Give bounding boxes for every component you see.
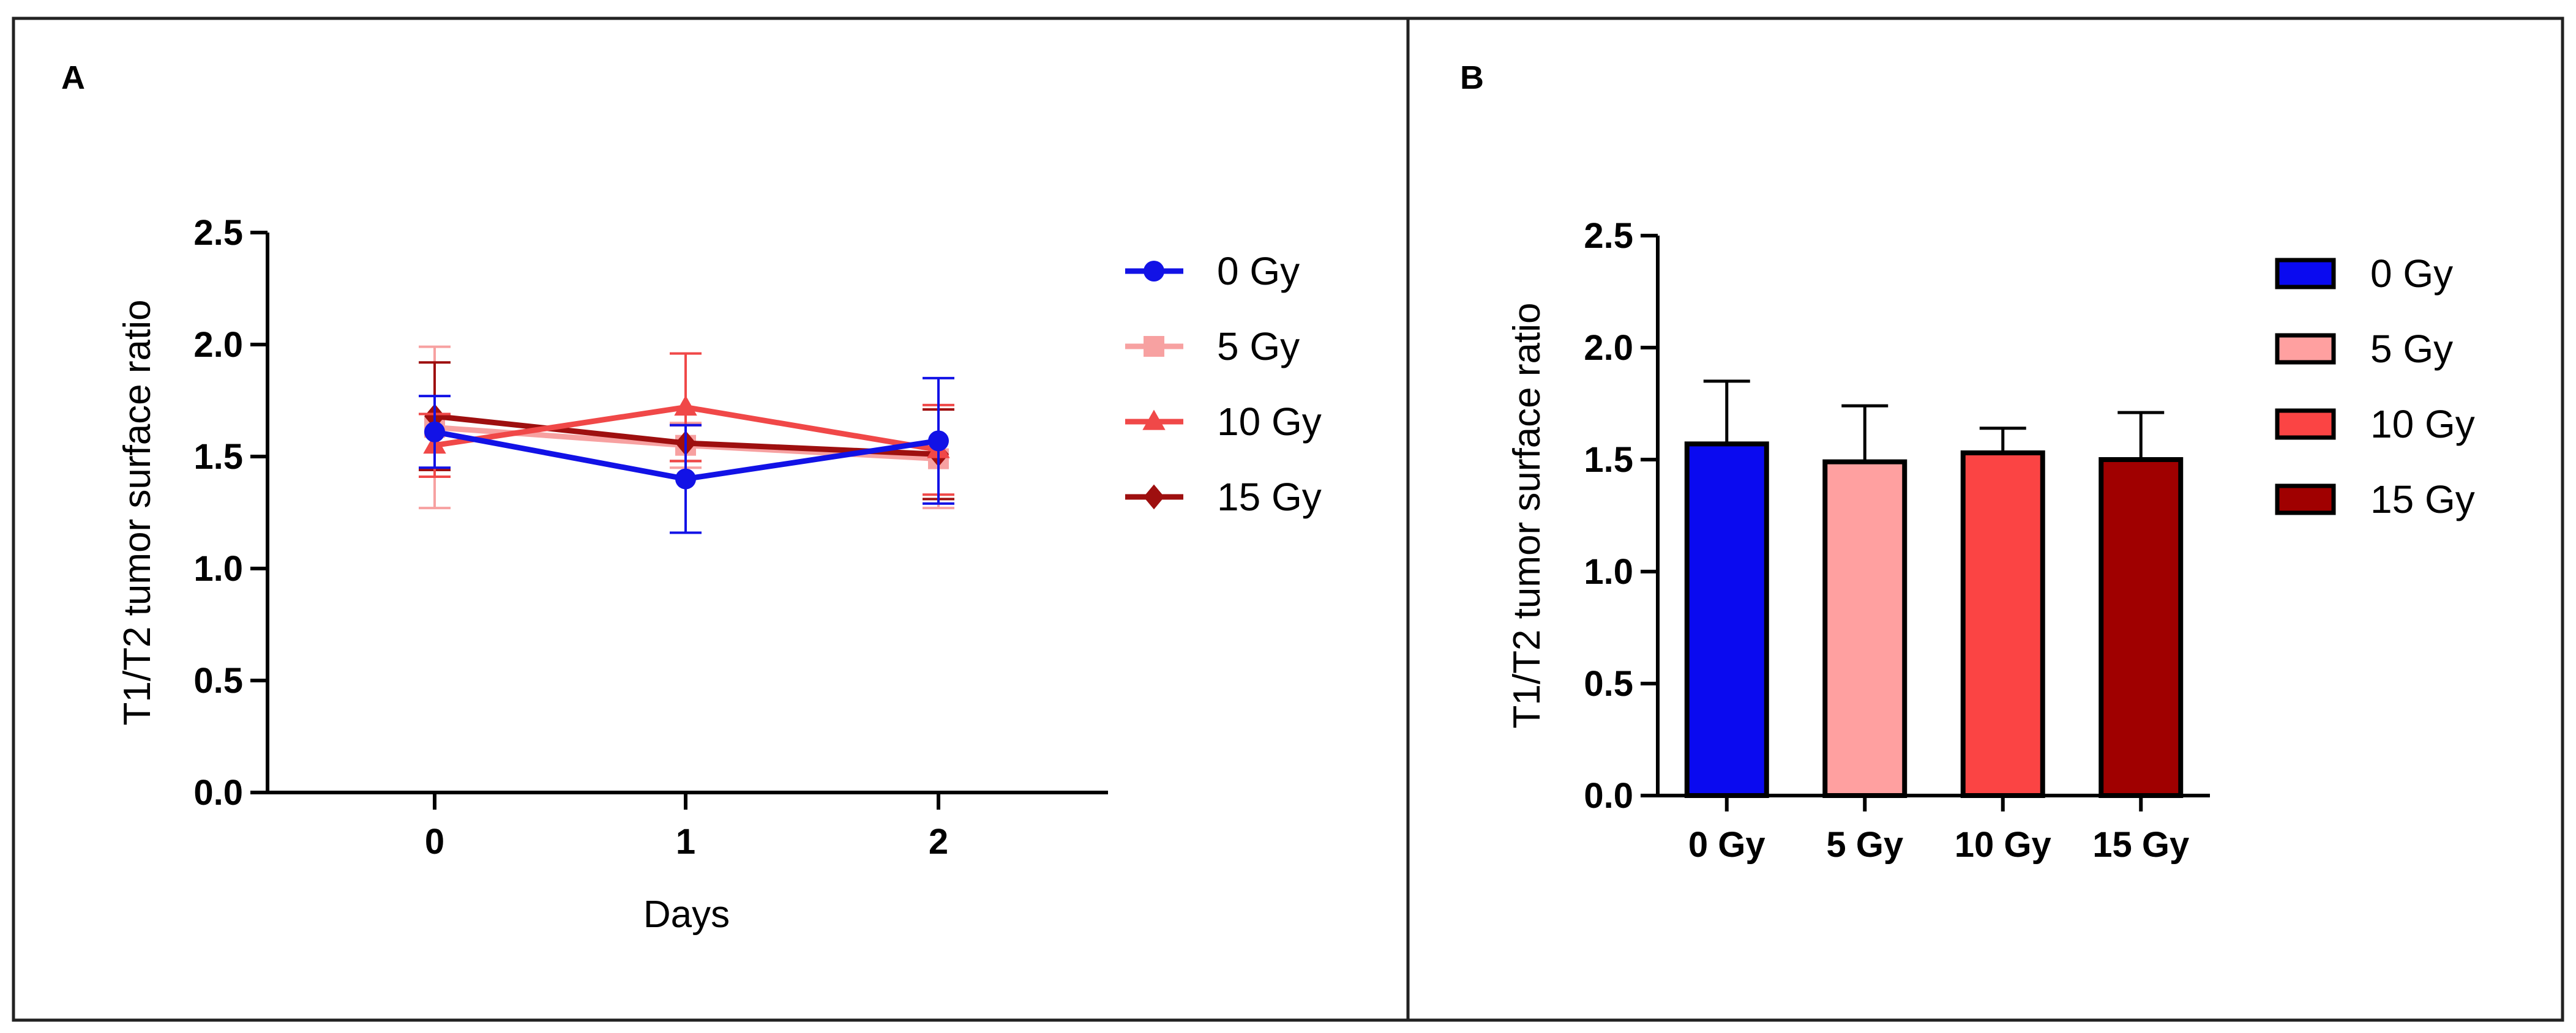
panel-b-legend-label: 15 Gy	[2370, 477, 2475, 521]
panel-a-series-0-gy	[419, 376, 954, 534]
panel-a-y-tick-label: 0.0	[193, 773, 243, 813]
panel-b-x-ticks: 0 Gy 5 Gy 10 Gy 15 Gy	[1688, 796, 2189, 865]
panel-b-legend-label: 0 Gy	[2370, 252, 2453, 296]
bar-rect	[1822, 459, 1908, 798]
panel-a-y-tick-label: 1.5	[193, 437, 243, 477]
legend-swatch-marker	[1142, 409, 1166, 430]
panel-b-y-tick-label: 1.0	[1584, 552, 1633, 592]
panel-a-legend-label: 5 Gy	[1217, 324, 1300, 368]
panel-a-y-tick-label: 0.5	[193, 661, 243, 701]
panel-b-y-tick-label: 1.5	[1584, 440, 1633, 480]
legend-swatch-marker	[1144, 336, 1164, 357]
panel-a-legend: 0 Gy 5 Gy 10 Gy 15 Gy	[1125, 249, 1322, 519]
panel-b-y-tick-label: 2.5	[1584, 216, 1633, 256]
panel-b-legend: 0 Gy 5 Gy 10 Gy 15 Gy	[2275, 252, 2475, 521]
panel-b-frame	[1406, 17, 2564, 1022]
panel-a-y-axis-title: T1/T2 tumor surface ratio	[116, 299, 159, 725]
panel-b-y-axis-title: T1/T2 tumor surface ratio	[1506, 302, 1548, 728]
panel-b-y-tick-label: 0.0	[1584, 776, 1633, 816]
panel-a-y-ticks: 0.0 0.5 1.0 1.5 2.0 2.5	[193, 213, 268, 813]
panel-b-x-tick-label: 15 Gy	[2092, 825, 2189, 865]
panel-b-legend-item: 10 Gy	[2275, 402, 2475, 446]
panel-a-legend-item: 5 Gy	[1125, 324, 1300, 368]
panel-b-bars	[1684, 379, 2184, 798]
panel-a-x-tick-label: 1	[676, 822, 695, 862]
panel-b-y-tick-label: 2.0	[1584, 328, 1633, 368]
panel-a-y-tick-label: 2.5	[193, 213, 243, 253]
panel-a-y-tick-label: 1.0	[193, 549, 243, 589]
bar-5-gy	[1822, 404, 1908, 798]
panel-b-x-tick-label: 0 Gy	[1688, 825, 1765, 865]
panel-a-legend-item: 10 Gy	[1125, 400, 1322, 444]
panel-a-letter: A	[61, 59, 85, 96]
data-point	[674, 395, 697, 416]
legend-swatch	[2275, 333, 2336, 365]
panel-b-letter: B	[1460, 59, 1484, 96]
legend-swatch	[2275, 483, 2336, 515]
panel-b-x-tick-label: 10 Gy	[1955, 825, 2051, 865]
legend-swatch	[2275, 258, 2336, 289]
bar-10-gy	[1960, 427, 2045, 798]
data-point	[928, 430, 949, 452]
legend-swatch-marker	[1144, 261, 1164, 282]
panel-b-bar-chart: 0.0 0.5 1.0 1.5 2.0 2.5 0 Gy 5 Gy 10 Gy 15 Gy T1…	[1506, 216, 2475, 865]
panel-a-x-tick-label: 0	[425, 822, 444, 862]
panel-b-legend-item: 0 Gy	[2275, 252, 2453, 296]
panel-b-legend-label: 5 Gy	[2370, 327, 2453, 371]
panel-a-legend-label: 10 Gy	[1217, 400, 1322, 444]
panel-b-legend-label: 10 Gy	[2370, 402, 2475, 446]
panel-a-legend-item: 15 Gy	[1125, 475, 1322, 519]
bar-rect	[1684, 441, 1769, 798]
bar-15-gy	[2099, 411, 2184, 798]
panel-a-series	[419, 345, 954, 534]
panel-a-frame	[12, 17, 1410, 1022]
panel-b-y-ticks: 0.0 0.5 1.0 1.5 2.0 2.5	[1584, 216, 1658, 816]
panel-b-x-tick-label: 5 Gy	[1826, 825, 1903, 865]
bar-rect	[2099, 457, 2184, 798]
panel-a-x-ticks: 0 1 2	[425, 792, 948, 862]
bar-rect	[1960, 450, 2045, 798]
panel-a-legend-item: 0 Gy	[1125, 249, 1300, 293]
data-point	[675, 468, 696, 490]
panel-a-x-tick-label: 2	[929, 822, 948, 862]
panel-b-y-tick-label: 0.5	[1584, 664, 1633, 704]
panel-a-legend-label: 0 Gy	[1217, 249, 1300, 293]
legend-swatch	[2275, 408, 2336, 440]
panel-b-legend-item: 15 Gy	[2275, 477, 2475, 521]
legend-swatch-marker	[1144, 484, 1164, 510]
panel-a-line-chart: 0.0 0.5 1.0 1.5 2.0 2.5 0 1 2 T1/T2 tumor surfa…	[116, 213, 1322, 936]
panel-a-x-axis-title: Days	[643, 893, 730, 936]
data-point	[424, 421, 445, 442]
panel-a-y-tick-label: 2.0	[193, 325, 243, 365]
panel-b-legend-item: 5 Gy	[2275, 327, 2453, 371]
panel-a-legend-label: 15 Gy	[1217, 475, 1322, 519]
bar-0-gy	[1684, 379, 1769, 798]
